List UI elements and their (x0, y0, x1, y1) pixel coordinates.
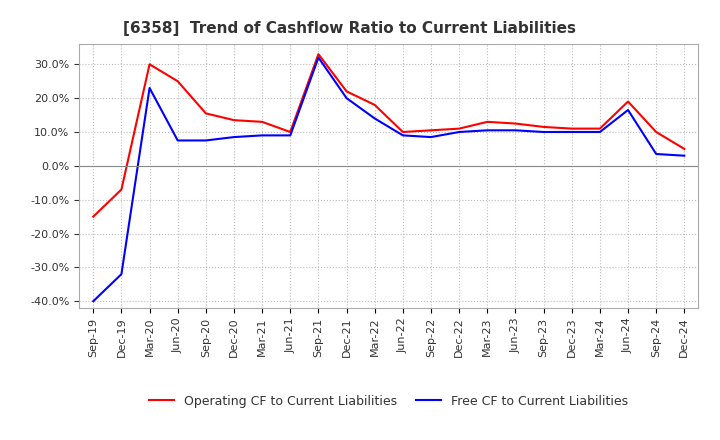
Operating CF to Current Liabilities (427, 128, 436, 133)
Operating CF to Current Liabilities (314, 51, 323, 57)
Operating CF to Current Liabilities (117, 187, 126, 192)
Operating CF to Current Liabilities (567, 126, 576, 131)
Free CF to Current Liabilities (624, 107, 632, 113)
Operating CF to Current Liabilities (202, 111, 210, 116)
Free CF to Current Liabilities (399, 133, 408, 138)
Line: Operating CF to Current Liabilities: Operating CF to Current Liabilities (94, 54, 684, 216)
Operating CF to Current Liabilities (595, 126, 604, 131)
Operating CF to Current Liabilities (455, 126, 464, 131)
Operating CF to Current Liabilities (286, 129, 294, 135)
Operating CF to Current Liabilities (624, 99, 632, 104)
Free CF to Current Liabilities (483, 128, 492, 133)
Free CF to Current Liabilities (230, 135, 238, 140)
Free CF to Current Liabilities (567, 129, 576, 135)
Operating CF to Current Liabilities (258, 119, 266, 125)
Free CF to Current Liabilities (652, 151, 660, 157)
Operating CF to Current Liabilities (511, 121, 520, 126)
Free CF to Current Liabilities (314, 55, 323, 60)
Operating CF to Current Liabilities (342, 89, 351, 94)
Operating CF to Current Liabilities (89, 214, 98, 219)
Operating CF to Current Liabilities (145, 62, 154, 67)
Free CF to Current Liabilities (286, 133, 294, 138)
Free CF to Current Liabilities (202, 138, 210, 143)
Free CF to Current Liabilities (455, 129, 464, 135)
Free CF to Current Liabilities (258, 133, 266, 138)
Free CF to Current Liabilities (427, 135, 436, 140)
Operating CF to Current Liabilities (399, 129, 408, 135)
Free CF to Current Liabilities (595, 129, 604, 135)
Free CF to Current Liabilities (680, 153, 688, 158)
Free CF to Current Liabilities (89, 299, 98, 304)
Legend: Operating CF to Current Liabilities, Free CF to Current Liabilities: Operating CF to Current Liabilities, Fre… (144, 390, 634, 413)
Operating CF to Current Liabilities (370, 102, 379, 107)
Operating CF to Current Liabilities (230, 117, 238, 123)
Free CF to Current Liabilities (539, 129, 548, 135)
Operating CF to Current Liabilities (174, 79, 182, 84)
Free CF to Current Liabilities (370, 116, 379, 121)
Free CF to Current Liabilities (145, 85, 154, 91)
Operating CF to Current Liabilities (483, 119, 492, 125)
Text: [6358]  Trend of Cashflow Ratio to Current Liabilities: [6358] Trend of Cashflow Ratio to Curren… (122, 21, 575, 36)
Free CF to Current Liabilities (511, 128, 520, 133)
Operating CF to Current Liabilities (680, 146, 688, 151)
Operating CF to Current Liabilities (539, 124, 548, 129)
Free CF to Current Liabilities (117, 271, 126, 277)
Operating CF to Current Liabilities (652, 129, 660, 135)
Line: Free CF to Current Liabilities: Free CF to Current Liabilities (94, 58, 684, 301)
Free CF to Current Liabilities (174, 138, 182, 143)
Free CF to Current Liabilities (342, 95, 351, 101)
